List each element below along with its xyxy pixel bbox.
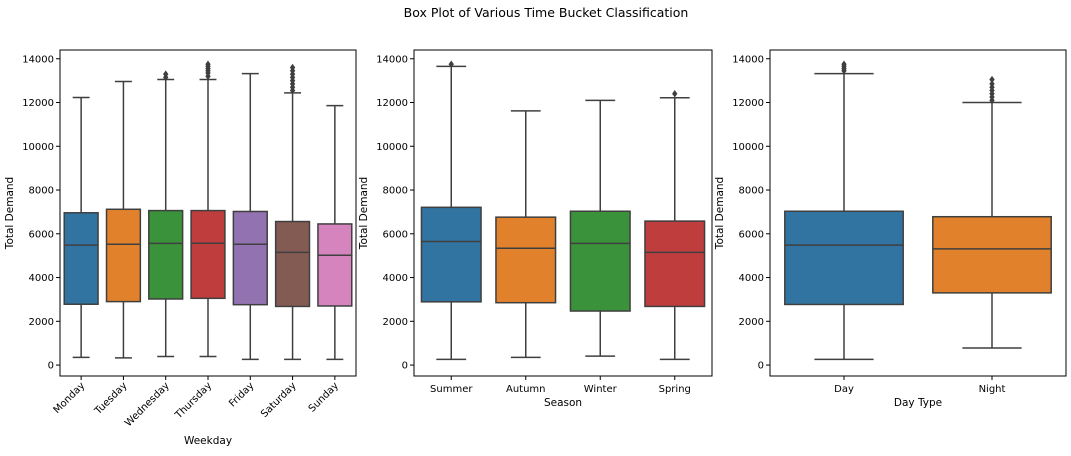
outlier-point: [289, 63, 296, 72]
box-monday: [63, 96, 99, 359]
y-tick-label: 8000: [739, 186, 764, 197]
box-thursday: [190, 60, 226, 358]
x-tick-label-winter: Winter: [584, 384, 618, 395]
axes-frame: [413, 49, 713, 377]
outlier-point: [163, 70, 169, 78]
x-tick-label-saturday: Saturday: [259, 380, 299, 420]
y-tick-label: 12000: [376, 98, 408, 109]
y-axis-label: Total Demand: [714, 177, 726, 250]
box-night: [932, 75, 1052, 349]
x-tick-label-spring: Spring: [659, 384, 691, 395]
outlier-point: [989, 80, 995, 88]
y-tick-label: 4000: [383, 273, 408, 284]
box-iqr: [932, 215, 1052, 294]
y-tick-label: 0: [48, 361, 54, 372]
x-tick-label-monday: Monday: [52, 380, 88, 416]
box-winter: [569, 99, 631, 357]
box-iqr: [63, 212, 99, 305]
x-axis-label: Weekday: [184, 435, 232, 447]
y-tick-label: 12000: [22, 98, 54, 109]
y-axis-label: Total Demand: [4, 177, 16, 250]
figure-title: Box Plot of Various Time Bucket Classifi…: [404, 5, 689, 20]
outlier-point: [448, 60, 454, 68]
box-iqr: [495, 216, 557, 304]
y-tick-label: 4000: [739, 273, 764, 284]
y-tick-label: 6000: [29, 229, 54, 240]
y-tick-label: 10000: [22, 142, 54, 153]
box-iqr: [105, 208, 142, 303]
box-saturday: [274, 63, 311, 361]
box-iqr: [784, 210, 904, 306]
x-tick-label-day: Day: [834, 384, 854, 395]
x-tick-label-autumn: Autumn: [506, 384, 546, 395]
box-wednesday: [148, 70, 184, 358]
x-tick-label-night: Night: [979, 384, 1006, 395]
x-tick-label-thursday: Thursday: [173, 380, 214, 421]
box-iqr: [420, 206, 482, 303]
x-tick-label-summer: Summer: [430, 384, 473, 395]
outlier-point: [841, 60, 847, 68]
x-axis-label: Day Type: [894, 397, 942, 409]
box-iqr: [317, 223, 353, 307]
y-tick-label: 0: [758, 361, 764, 372]
box-iqr: [148, 209, 184, 300]
chart-panel-2: 0 2000 4000 6000 8000 10000 12000 14000 Summer Au…: [358, 49, 713, 409]
chart-panel-3: 0 2000 4000 6000 8000 10000 12000 14000 Day Night…: [714, 49, 1067, 409]
box-autumn: [495, 110, 557, 359]
y-tick-label: 14000: [376, 54, 408, 65]
y-tick-label: 2000: [29, 317, 54, 328]
y-tick-label: 4000: [29, 273, 54, 284]
y-tick-label: 10000: [732, 142, 764, 153]
box-iqr: [569, 210, 631, 312]
box-sunday: [317, 104, 353, 361]
x-tick-label-sunday: Sunday: [307, 380, 341, 414]
y-tick-label: 14000: [732, 54, 764, 65]
y-tick-label: 2000: [383, 317, 408, 328]
x-tick-label-friday: Friday: [227, 380, 256, 409]
box-day: [784, 60, 904, 361]
box-iqr: [274, 220, 311, 308]
y-tick-label: 14000: [22, 54, 54, 65]
y-tick-label: 8000: [383, 186, 408, 197]
outlier-point: [672, 90, 678, 98]
y-tick-label: 10000: [376, 142, 408, 153]
outlier-point: [989, 75, 995, 84]
box-iqr: [644, 220, 706, 308]
y-tick-label: 8000: [29, 186, 54, 197]
box-tuesday: [105, 80, 142, 359]
y-axis-label: Total Demand: [358, 177, 370, 250]
x-tick-label-tuesday: Tuesday: [92, 380, 129, 417]
outlier-point: [205, 60, 211, 68]
y-tick-label: 6000: [383, 229, 408, 240]
chart-panel-1: 0 2000 4000 6000 8000 10000 12000 14000 Monday Tu…: [4, 49, 357, 447]
box-friday: [232, 72, 268, 361]
y-tick-label: 6000: [739, 229, 764, 240]
box-iqr: [190, 209, 226, 300]
y-tick-label: 12000: [732, 98, 764, 109]
y-tick-label: 2000: [739, 317, 764, 328]
y-tick-label: 0: [402, 361, 408, 372]
x-tick-label-wednesday: Wednesday: [123, 380, 172, 429]
box-summer: [420, 60, 482, 361]
axes-frame: [59, 49, 357, 377]
axes-frame: [769, 49, 1067, 377]
box-iqr: [232, 210, 268, 306]
x-axis-label: Season: [544, 397, 582, 409]
box-spring: [644, 90, 706, 361]
